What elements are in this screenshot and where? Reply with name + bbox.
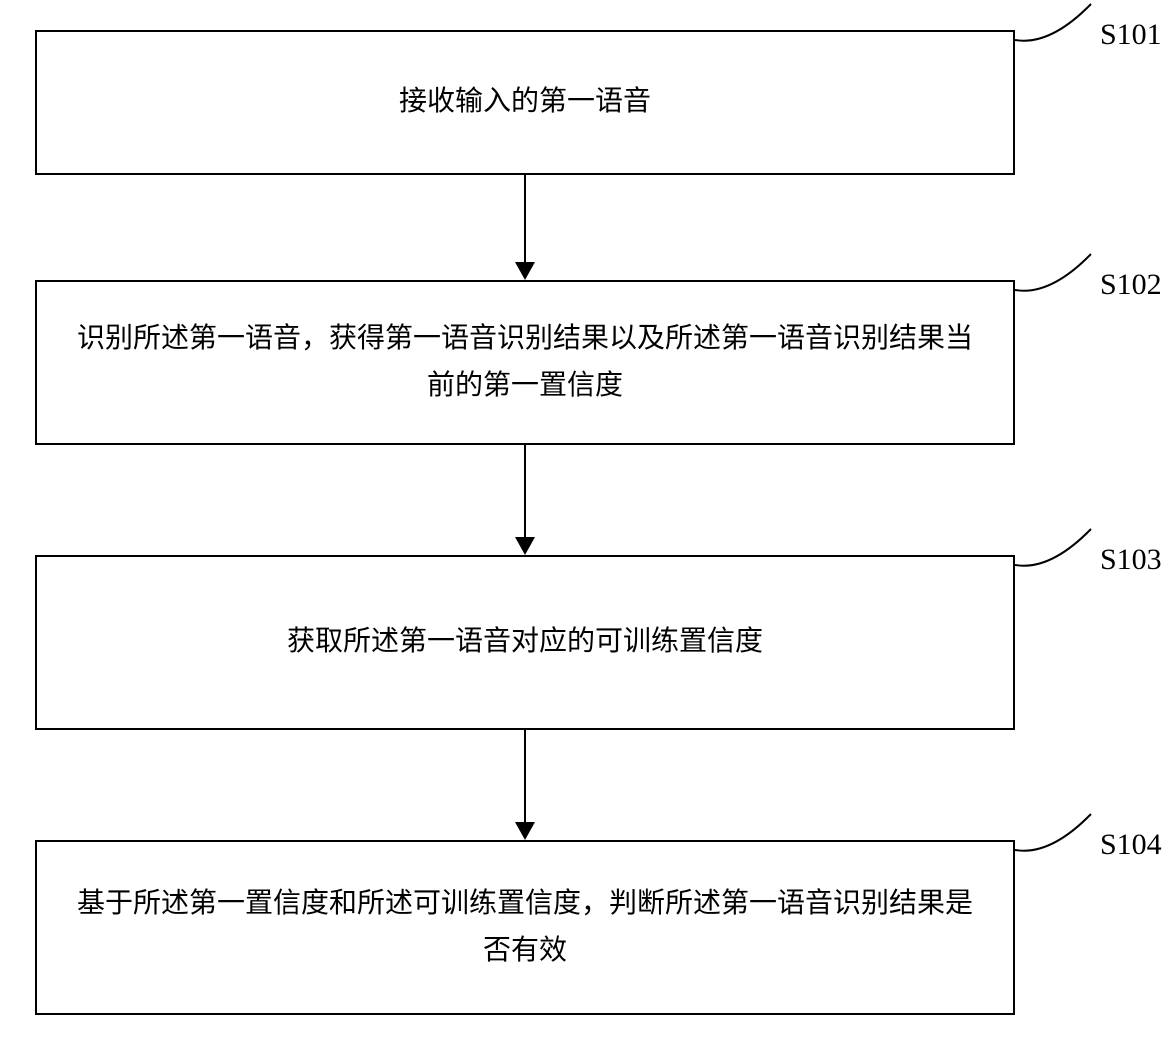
connector-curve-icon [1013, 250, 1103, 315]
flowchart-step-s104: 基于所述第一置信度和所述可训练置信度，判断所述第一语音识别结果是否有效 [35, 840, 1015, 1015]
connector-curve-icon [1013, 525, 1103, 590]
step-label-s101: S101 [1100, 18, 1162, 52]
arrow-down-icon [510, 175, 540, 280]
flowchart-step-s103: 获取所述第一语音对应的可训练置信度 [35, 555, 1015, 730]
connector-curve-icon [1013, 0, 1103, 65]
connector-curve-icon [1013, 810, 1103, 875]
flowchart-step-s101: 接收输入的第一语音 [35, 30, 1015, 175]
step-text: 识别所述第一语音，获得第一语音识别结果以及所述第一语音识别结果当前的第一置信度 [77, 316, 973, 408]
flowchart-container: 接收输入的第一语音 S101 识别所述第一语音，获得第一语音识别结果以及所述第一语音… [0, 0, 1175, 1047]
arrow-down-icon [510, 730, 540, 840]
step-text: 基于所述第一置信度和所述可训练置信度，判断所述第一语音识别结果是否有效 [77, 881, 973, 973]
step-text: 接收输入的第一语音 [399, 79, 651, 125]
step-label-s103: S103 [1100, 543, 1162, 577]
step-label-s104: S104 [1100, 828, 1162, 862]
arrow-down-icon [510, 445, 540, 555]
step-label-s102: S102 [1100, 268, 1162, 302]
flowchart-step-s102: 识别所述第一语音，获得第一语音识别结果以及所述第一语音识别结果当前的第一置信度 [35, 280, 1015, 445]
step-text: 获取所述第一语音对应的可训练置信度 [287, 619, 763, 665]
